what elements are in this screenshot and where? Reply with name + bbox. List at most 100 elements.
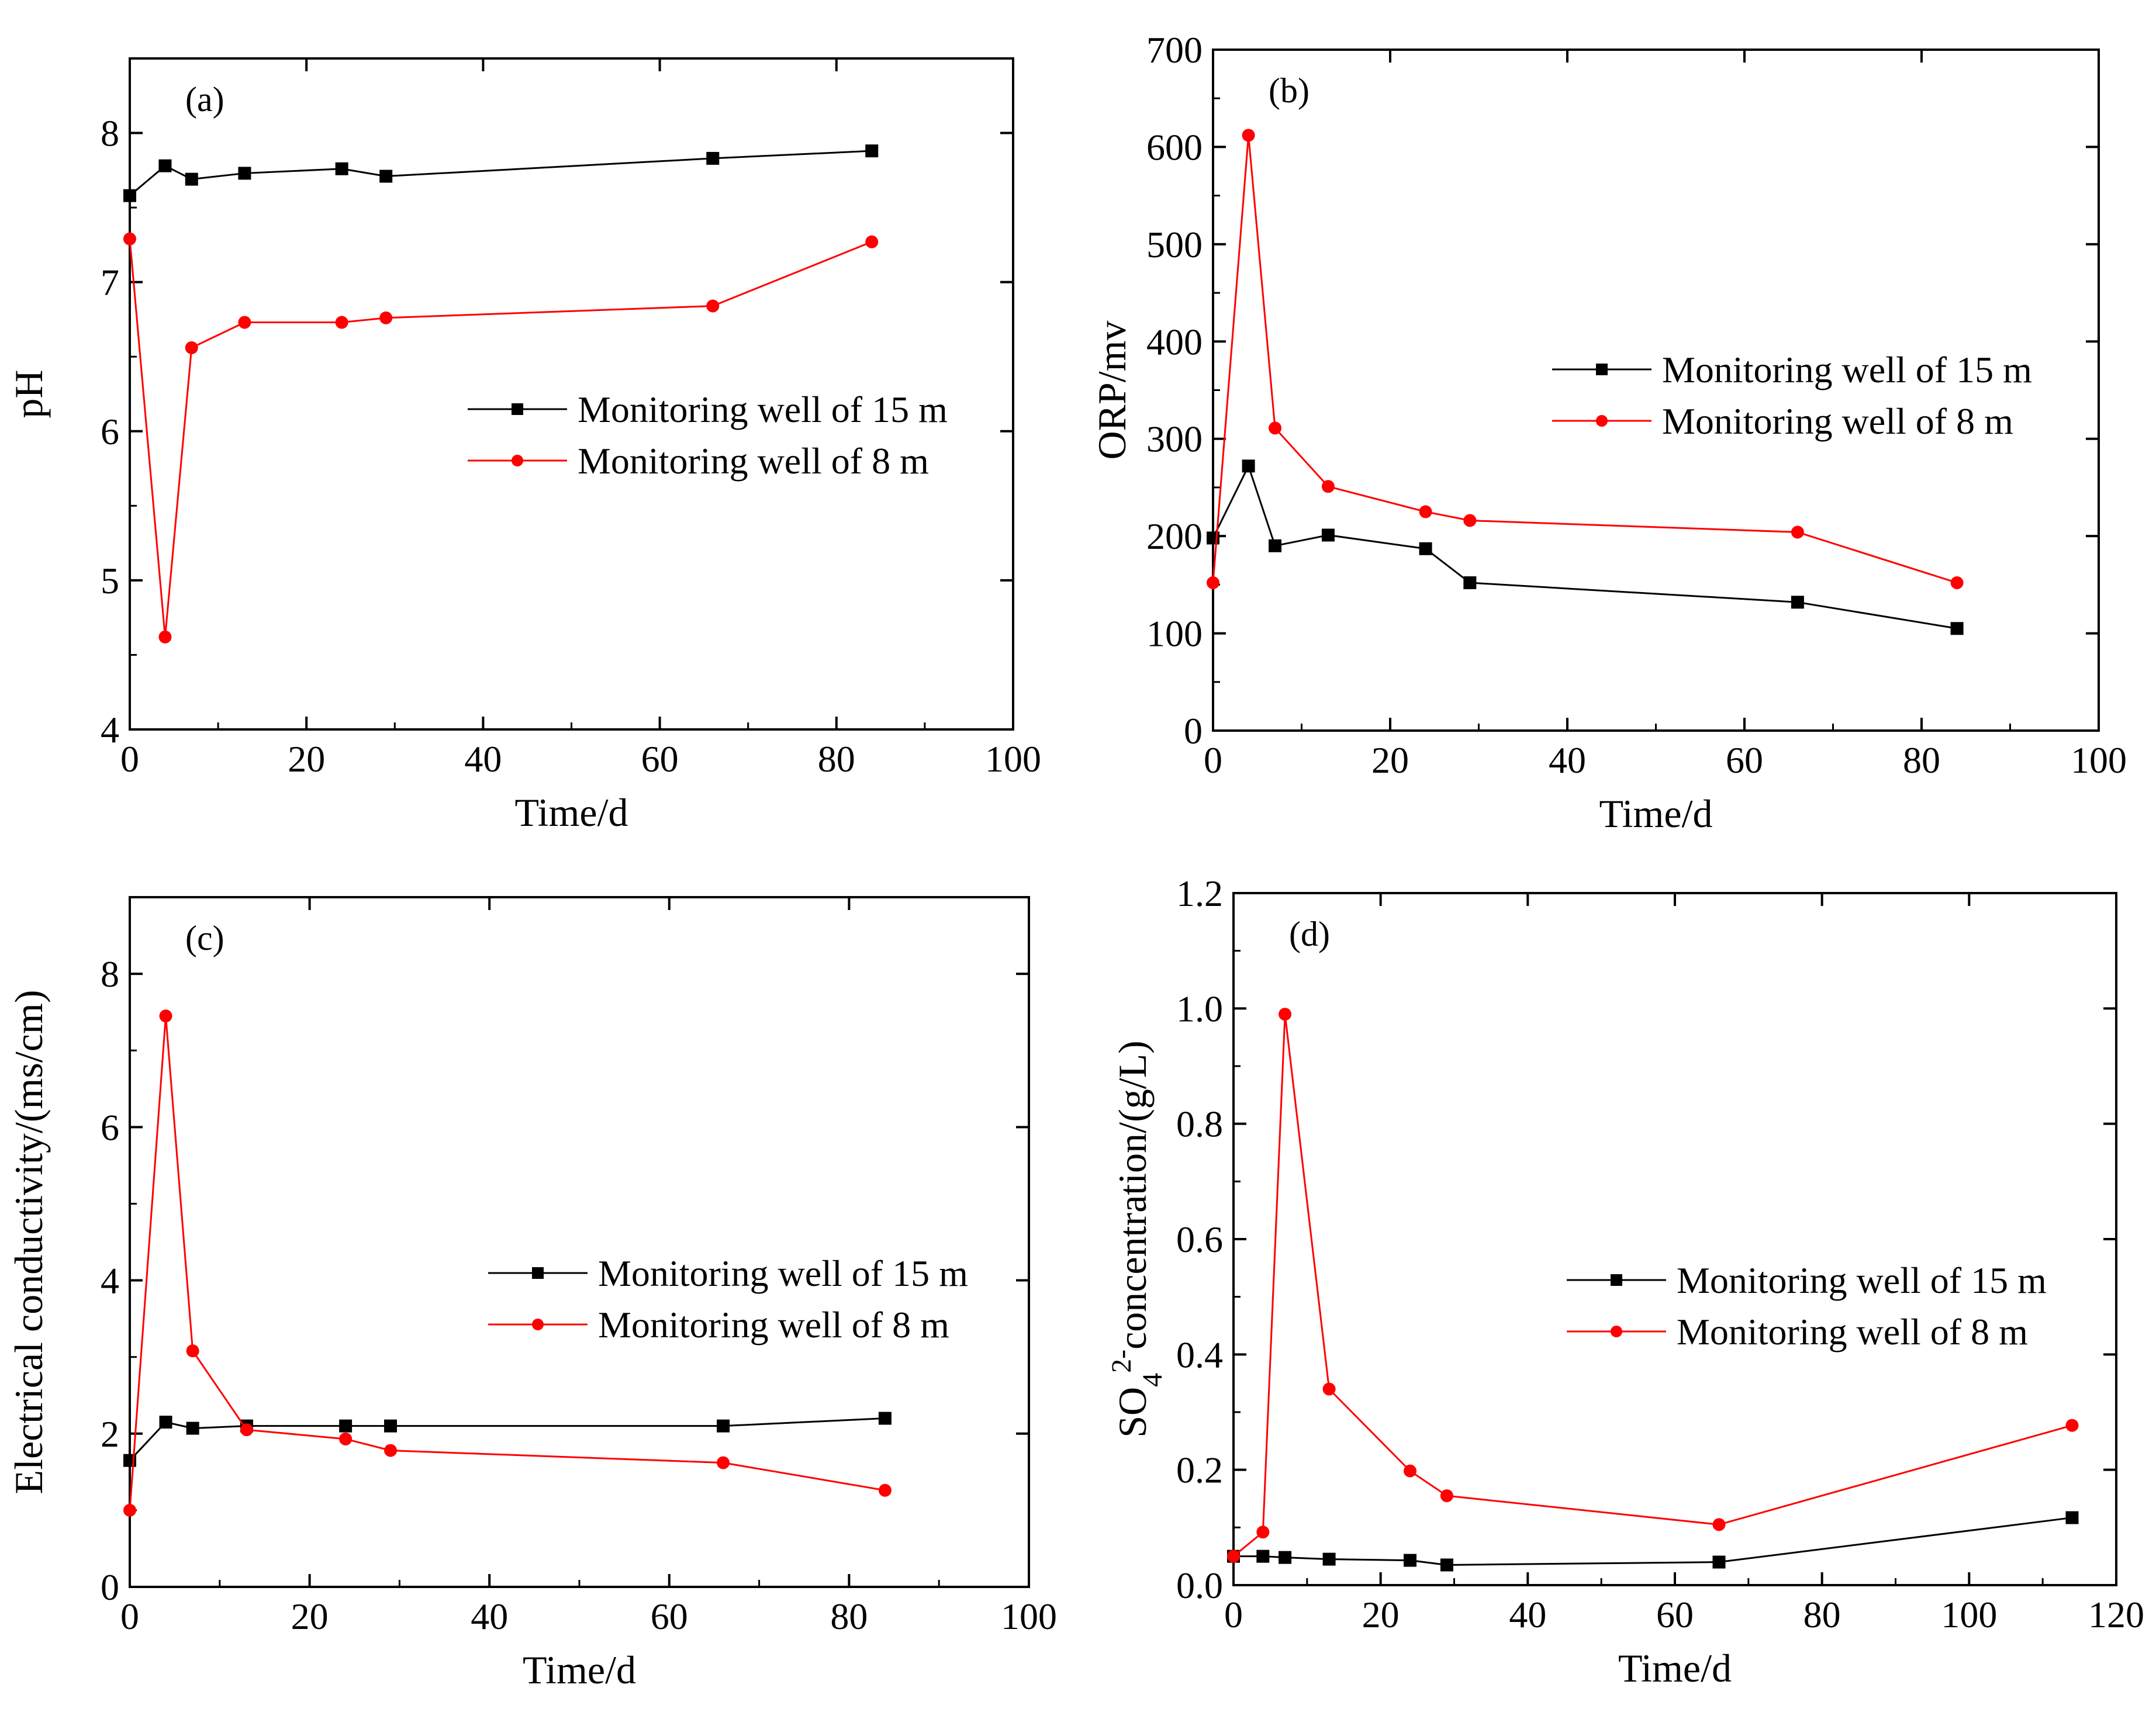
legend-marker-8m-c	[532, 1319, 544, 1330]
legend-label-8m-b: Monitoring well of 8 m	[1662, 400, 2013, 442]
x-tick-label-b: 0	[1204, 739, 1222, 781]
data-point-8m-d	[2065, 1419, 2079, 1432]
data-point-8m-c	[123, 1503, 136, 1517]
plot-area-a: 0 20 40 60 80 100 4 5 6 7 8	[101, 57, 1041, 780]
data-point-15m-c	[186, 1421, 199, 1435]
legend-c: Monitoring well of 15 m Monitoring well o…	[488, 1253, 968, 1345]
y-tick-label-a: 7	[101, 262, 119, 303]
panel-label-a: (a)	[185, 80, 224, 119]
legend-marker-8m-d	[1611, 1326, 1622, 1337]
y-tick-label-b: 700	[1146, 29, 1203, 71]
data-point-15m-d	[2065, 1511, 2079, 1524]
x-tick-label-c: 80	[830, 1596, 868, 1637]
data-point-15m-c	[878, 1412, 892, 1425]
x-axis-title-a: Time/d	[514, 790, 628, 835]
legend-label-8m-a: Monitoring well of 8 m	[578, 440, 929, 482]
legend-marker-15m-a	[512, 403, 523, 415]
legend-b: Monitoring well of 15 m Monitoring well o…	[1552, 349, 2032, 442]
x-tick-label-d: 60	[1656, 1594, 1694, 1635]
data-point-15m-b	[1463, 576, 1477, 590]
data-point-15m-c	[339, 1419, 353, 1433]
data-point-15m-d	[1322, 1552, 1336, 1566]
data-point-15m-d	[1440, 1558, 1453, 1572]
data-point-15m-d	[1404, 1554, 1416, 1567]
y-tick-label-c: 2	[101, 1413, 119, 1455]
y-tick-label-b: 400	[1146, 321, 1203, 362]
data-point-15m-b	[1791, 596, 1804, 609]
data-point-15m-a	[238, 167, 251, 180]
data-point-8m-a	[379, 311, 393, 324]
x-tick-label-b: 100	[2071, 739, 2127, 781]
panel-label-b: (b)	[1269, 71, 1310, 110]
x-tick-label-a: 0	[120, 738, 139, 780]
y-tick-label-d: 1.2	[1176, 873, 1223, 914]
chart-panel-a: 0 20 40 60 80 100 4 5 6 7 8 (a) Time/d pH Monitori…	[6, 57, 1041, 835]
data-point-8m-c	[159, 1009, 172, 1023]
x-tick-label-d: 100	[1941, 1594, 1997, 1635]
y-axis-title-b: ORP/mv	[1090, 320, 1134, 459]
legend-d: Monitoring well of 15 m Monitoring well o…	[1567, 1260, 2047, 1353]
legend-label-8m-d: Monitoring well of 8 m	[1677, 1311, 2028, 1353]
x-tick-label-c: 40	[471, 1596, 508, 1637]
y-tick-label-b: 600	[1146, 126, 1203, 168]
y-tick-label-c: 4	[101, 1260, 119, 1302]
data-point-8m-a	[706, 299, 720, 313]
y-tick-label-b: 200	[1146, 516, 1203, 557]
legend-marker-15m-d	[1611, 1274, 1622, 1286]
data-point-8m-a	[158, 630, 172, 644]
data-point-8m-d	[1322, 1382, 1336, 1396]
data-point-8m-b	[1242, 129, 1255, 142]
data-point-15m-a	[158, 159, 172, 172]
y-axis-title-d-sub: 4	[1137, 1373, 1168, 1387]
data-point-8m-c	[339, 1432, 353, 1445]
data-point-8m-a	[335, 316, 348, 329]
data-point-15m-a	[865, 144, 879, 158]
x-tick-label-c: 100	[1001, 1596, 1057, 1637]
data-point-15m-c	[717, 1419, 730, 1433]
data-point-8m-c	[717, 1456, 730, 1469]
x-tick-label-a: 20	[288, 738, 325, 780]
chart-panel-c: 0 20 40 60 80 100 0 2 4 6 8 (c) Time/d Electrical …	[6, 896, 1057, 1692]
y-axis-title-d: SO42-concentration/(g/L)	[1106, 1040, 1168, 1438]
data-point-8m-a	[238, 316, 251, 329]
y-tick-label-d: 0.0	[1176, 1565, 1223, 1606]
y-axis-title-d-rest: concentration/(g/L)	[1110, 1040, 1155, 1350]
x-tick-label-d: 20	[1362, 1594, 1400, 1635]
y-tick-label-b: 300	[1146, 418, 1203, 460]
legend-label-15m-a: Monitoring well of 15 m	[578, 389, 948, 430]
y-tick-label-b: 500	[1146, 224, 1203, 265]
y-axis-title-a: pH	[6, 369, 51, 418]
x-tick-label-b: 40	[1549, 739, 1586, 781]
y-tick-label-d: 0.2	[1176, 1450, 1223, 1491]
y-tick-label-a: 6	[101, 411, 119, 452]
x-tick-label-b: 80	[1903, 739, 1940, 781]
panel-label-d: (d)	[1289, 915, 1330, 953]
x-tick-label-c: 20	[291, 1596, 329, 1637]
data-point-8m-b	[1269, 421, 1282, 435]
series-line-15m-b	[1212, 464, 1957, 629]
chart-panel-d: 0 20 40 60 80 100 120 0.0 0.2 0.4 0.6 0.8 1.0 1.2 (d)…	[1106, 873, 2145, 1690]
x-tick-label-c: 60	[651, 1596, 688, 1637]
x-tick-label-d: 40	[1509, 1594, 1546, 1635]
data-point-15m-c	[159, 1416, 172, 1429]
data-point-15m-c	[384, 1419, 398, 1433]
y-axis-title-c: Electrical conductivity/(ms/cm)	[6, 990, 51, 1495]
chart-panel-b: 0 20 40 60 80 100 0 100 200 300 400 500 600 700 (b) T…	[1090, 29, 2127, 836]
x-tick-label-a: 60	[641, 738, 679, 780]
legend-label-15m-c: Monitoring well of 15 m	[598, 1253, 968, 1294]
data-point-8m-d	[1227, 1549, 1240, 1563]
y-tick-label-c: 6	[101, 1106, 119, 1148]
y-tick-label-d: 1.0	[1176, 988, 1223, 1029]
legend-marker-15m-c	[532, 1267, 544, 1279]
data-point-15m-b	[1419, 542, 1432, 555]
y-tick-label-d: 0.4	[1176, 1334, 1223, 1375]
y-tick-label-c: 8	[101, 953, 119, 995]
data-point-15m-b	[1321, 528, 1335, 542]
y-tick-label-a: 8	[101, 113, 119, 154]
x-axis-title-d: Time/d	[1618, 1646, 1732, 1690]
legend-label-15m-d: Monitoring well of 15 m	[1677, 1260, 2047, 1301]
data-point-8m-b	[1791, 525, 1804, 539]
data-point-15m-a	[335, 162, 348, 175]
